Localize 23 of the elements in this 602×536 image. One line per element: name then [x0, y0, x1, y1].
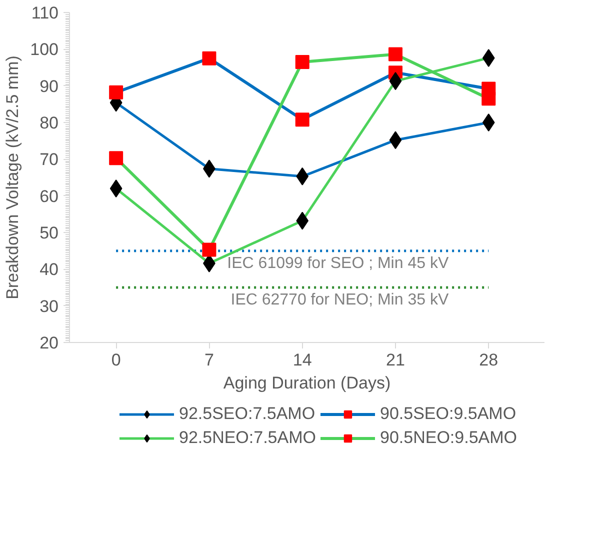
- y-tick-label: 20: [40, 334, 59, 352]
- x-tick-label: 21: [386, 350, 405, 370]
- y-tick-label: 80: [40, 114, 59, 132]
- ref-line-label: IEC 61099 for SEO ; Min 45 kV: [227, 254, 449, 272]
- y-tick-label: 90: [40, 76, 59, 96]
- x-tick-label: 0: [111, 350, 121, 370]
- legend-label: 92.5SEO:7.5AMO: [178, 404, 316, 424]
- y-tick-label: 110: [31, 4, 59, 22]
- y-tick-label: 100: [30, 40, 59, 60]
- y-tick-label: 30: [40, 296, 59, 316]
- y-tick-label: 70: [40, 150, 59, 170]
- legend-label: 90.5NEO:9.5AMO: [380, 428, 518, 448]
- x-tick-label: 14: [292, 350, 312, 370]
- x-tick-label: 7: [204, 350, 214, 370]
- x-axis-title: Aging Duration (Days): [223, 374, 391, 392]
- ref-line-label: IEC 62770 for NEO; Min 35 kV: [230, 292, 449, 308]
- x-tick-label: 28: [479, 350, 498, 370]
- legend-label: 90.5SEO:9.5AMO: [380, 404, 516, 424]
- y-tick-label: 50: [40, 224, 59, 242]
- y-tick-label: 60: [40, 186, 59, 206]
- y-tick-label: 40: [40, 260, 59, 280]
- y-axis-title: Breakdown Voltage (kV/2.5 mm): [3, 56, 22, 300]
- legend-label: 92.5NEO:7.5AMO: [178, 428, 316, 448]
